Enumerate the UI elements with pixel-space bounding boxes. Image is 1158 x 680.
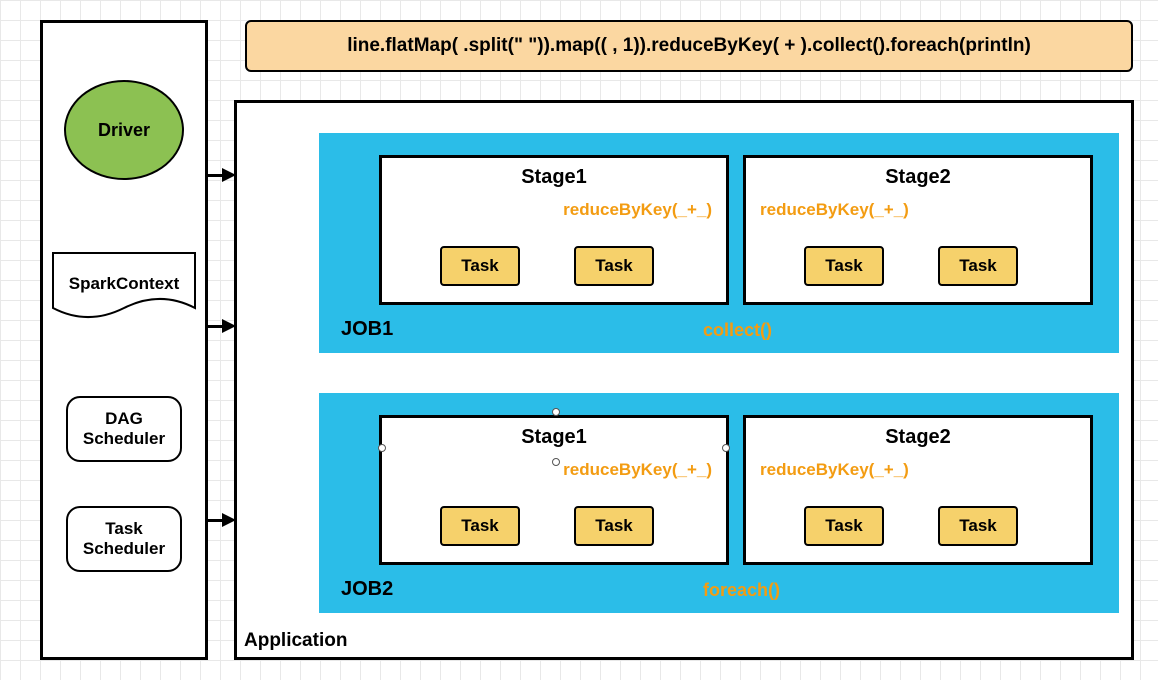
stage-title: Stage2 — [746, 166, 1090, 189]
job-box-1: JOB1 collect() Stage1 reduceByKey(_+_) T… — [319, 133, 1119, 353]
job2-stage1[interactable]: Stage1 reduceByKey(_+_) Task Task — [379, 415, 729, 565]
job1-stage1: Stage1 reduceByKey(_+_) Task Task — [379, 155, 729, 305]
task-label: Task — [461, 256, 499, 276]
task-label: Task — [595, 256, 633, 276]
selection-handle-icon[interactable] — [552, 458, 560, 466]
task-label: Task — [825, 516, 863, 536]
job1-action: collect() — [703, 320, 772, 341]
code-text: line.flatMap( .split(" ")).map(( , 1)).r… — [347, 35, 1031, 57]
task-box: Task — [440, 506, 520, 546]
task-label: Task — [959, 516, 997, 536]
stage-op: reduceByKey(_+_) — [760, 460, 909, 480]
job2-stage2: Stage2 reduceByKey(_+_) Task Task — [743, 415, 1093, 565]
task-label: Task — [825, 256, 863, 276]
stage-op: reduceByKey(_+_) — [563, 200, 712, 220]
task-box: Task — [804, 506, 884, 546]
job1-label: JOB1 — [341, 318, 393, 341]
task-box: Task — [938, 246, 1018, 286]
application-label: Application — [244, 630, 347, 652]
stage-title: Stage2 — [746, 426, 1090, 449]
task-scheduler-label: Task Scheduler — [76, 519, 172, 560]
task-box: Task — [804, 246, 884, 286]
task-box: Task — [440, 246, 520, 286]
stage-op: reduceByKey(_+_) — [760, 200, 909, 220]
code-expression: line.flatMap( .split(" ")).map(( , 1)).r… — [245, 20, 1133, 72]
task-label: Task — [595, 516, 633, 536]
driver-node: Driver — [64, 80, 184, 180]
job2-label: JOB2 — [341, 578, 393, 601]
selection-handle-icon[interactable] — [722, 444, 730, 452]
job2-action: foreach() — [703, 580, 780, 601]
driver-label: Driver — [98, 120, 150, 141]
selection-handle-icon[interactable] — [378, 444, 386, 452]
dag-scheduler-node: DAG Scheduler — [66, 396, 182, 462]
task-box: Task — [938, 506, 1018, 546]
spark-context-node: SparkContext — [52, 252, 196, 324]
stage-title: Stage1 — [382, 426, 726, 449]
task-box: Task — [574, 506, 654, 546]
dag-scheduler-label: DAG Scheduler — [76, 409, 172, 450]
task-scheduler-node: Task Scheduler — [66, 506, 182, 572]
application-box: JOB1 collect() Stage1 reduceByKey(_+_) T… — [234, 100, 1134, 660]
selection-handle-icon[interactable] — [552, 408, 560, 416]
spark-context-label: SparkContext — [52, 274, 196, 294]
task-label: Task — [461, 516, 499, 536]
job-box-2: JOB2 foreach() Stage1 reduceByKey(_+_) T… — [319, 393, 1119, 613]
task-label: Task — [959, 256, 997, 276]
stage-title: Stage1 — [382, 166, 726, 189]
stage-op: reduceByKey(_+_) — [563, 460, 712, 480]
job1-stage2: Stage2 reduceByKey(_+_) Task Task — [743, 155, 1093, 305]
task-box: Task — [574, 246, 654, 286]
